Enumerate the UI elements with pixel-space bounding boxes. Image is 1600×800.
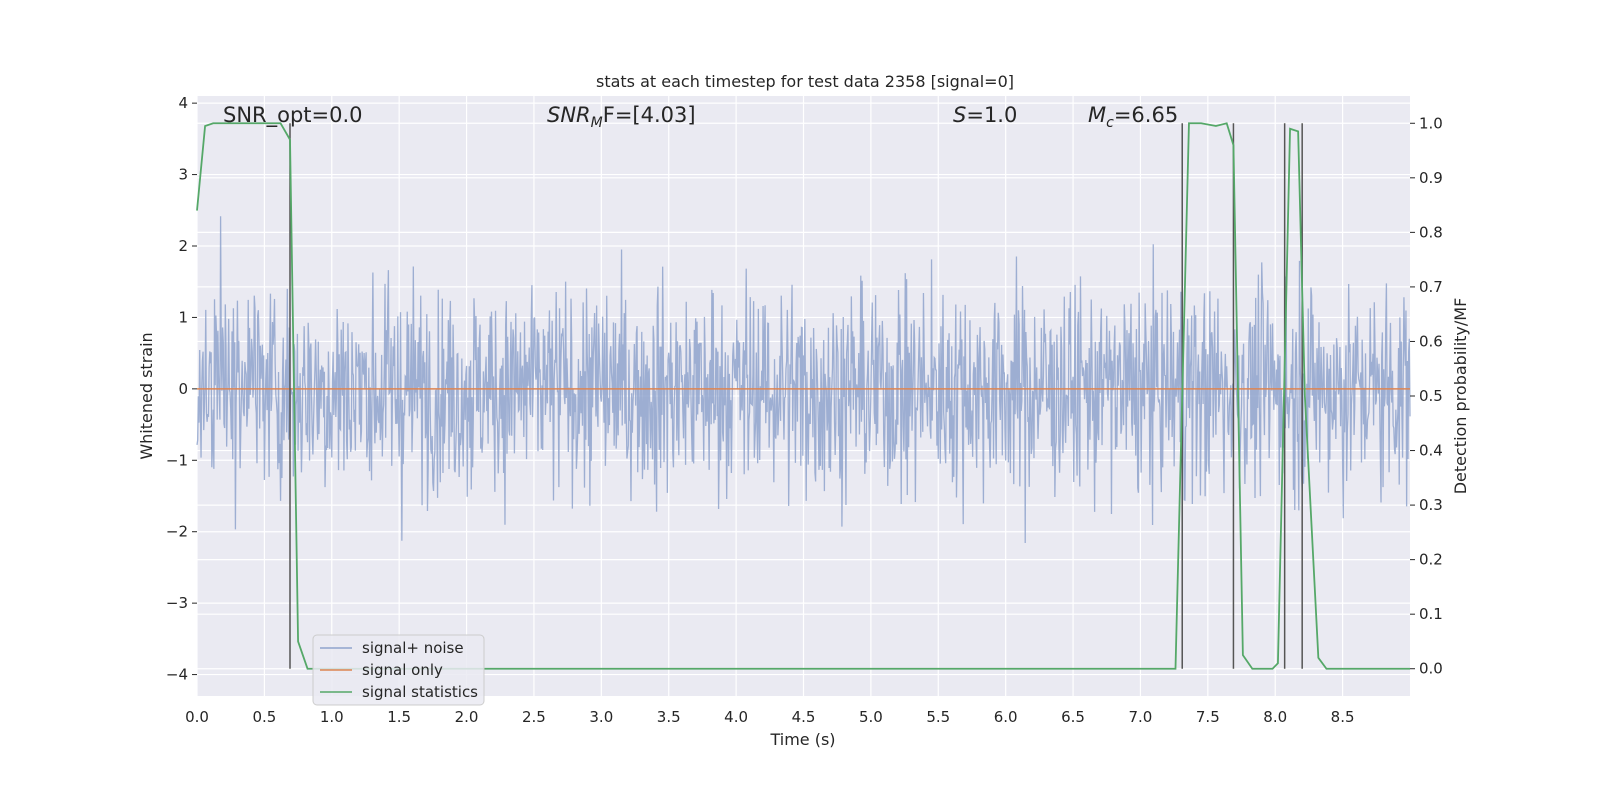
x-tick-label: 3.0	[589, 708, 613, 726]
x-axis-ticks: 0.0 0.5 1.0 1.5 2.0 2.5 3.0 3.5 4.0 4.5 5.0 5.5 6.0 6…	[185, 708, 1354, 726]
y-axis-right-label: Detection probability/MF	[1451, 298, 1470, 495]
y-tick-label: 1	[178, 308, 188, 326]
annotation-snr-opt: SNR_opt=0.0	[223, 103, 363, 128]
y-right-tick-label: 0.0	[1419, 660, 1443, 678]
annotation-snr-mf-symbol: SNR	[547, 103, 591, 127]
x-tick-label: 4.5	[792, 708, 816, 726]
y-tick-label: 2	[178, 237, 188, 255]
x-tick-label: 1.0	[320, 708, 344, 726]
y-axis-label: Whitened strain	[137, 332, 156, 459]
y-axis-right-ticks: 0.0 0.1 0.2 0.3 0.4 0.5 0.6 0.7 0.8 0.9 1.0	[1410, 114, 1443, 678]
x-axis-label: Time (s)	[769, 730, 835, 749]
y-tick-label: −2	[166, 523, 188, 541]
y-right-tick-label: 0.1	[1419, 605, 1443, 623]
x-tick-label: 0.0	[185, 708, 209, 726]
legend-box	[312, 634, 485, 706]
series-signal-statistics	[196, 122, 1410, 670]
y-tick-label: 4	[178, 94, 188, 112]
y-right-tick-label: 0.3	[1419, 496, 1443, 514]
legend-label-signal-only: signal only	[362, 661, 443, 679]
x-tick-label: 2.0	[455, 708, 479, 726]
line-signal-statistics	[196, 122, 1410, 670]
x-tick-label: 7.5	[1196, 708, 1220, 726]
annotation-mc-symbol: M	[1088, 103, 1106, 127]
x-tick-label: 8.5	[1331, 708, 1355, 726]
y-tick-label: −3	[166, 594, 188, 612]
y-right-tick-label: 0.9	[1419, 169, 1443, 187]
y-right-tick-label: 0.5	[1419, 387, 1443, 405]
x-tick-label: 5.0	[859, 708, 883, 726]
legend-label-signal-statistics: signal statistics	[362, 683, 478, 701]
y-right-tick-label: 0.4	[1419, 442, 1443, 460]
annotation-snr-mf-subscript: M	[591, 115, 603, 131]
x-tick-label: 7.0	[1129, 708, 1153, 726]
legend-label-signal-noise: signal+ noise	[362, 639, 464, 657]
y-right-tick-label: 0.7	[1419, 278, 1443, 296]
y-axis-ticks: −4 −3 −2 −1 0 1 2 3 4	[166, 94, 197, 684]
x-tick-label: 1.5	[387, 708, 411, 726]
annotation-s: S=1.0	[953, 103, 1017, 127]
x-tick-label: 3.5	[657, 708, 681, 726]
x-tick-label: 2.5	[522, 708, 546, 726]
annotation-mc: Mc=6.65	[1088, 103, 1178, 131]
line-signal-noise	[196, 216, 1411, 543]
annotation-snr-mf-value: F=[4.03]	[603, 103, 696, 127]
x-tick-label: 5.5	[926, 708, 950, 726]
x-tick-label: 6.5	[1061, 708, 1085, 726]
y-tick-label: −1	[166, 451, 188, 469]
y-tick-label: 0	[178, 380, 188, 398]
y-right-tick-label: 0.8	[1419, 223, 1443, 241]
legend: signal+ noise signal only signal statist…	[312, 634, 485, 706]
series-signal-noise	[196, 216, 1411, 543]
chart-title: stats at each timestep for test data 235…	[596, 72, 1014, 91]
x-tick-label: 6.0	[994, 708, 1018, 726]
annotation-mc-subscript: c	[1106, 115, 1114, 131]
x-tick-label: 4.0	[724, 708, 748, 726]
annotation-s-value: =1.0	[966, 103, 1017, 127]
y-right-tick-label: 0.6	[1419, 332, 1443, 350]
y-tick-label: 3	[178, 166, 188, 184]
annotation-snr-mf: SNRMF=[4.03]	[547, 103, 696, 131]
annotation-s-symbol: S	[953, 103, 966, 127]
annotation-mc-value: =6.65	[1114, 103, 1178, 127]
y-right-tick-label: 0.2	[1419, 551, 1443, 569]
y-right-tick-label: 1.0	[1419, 114, 1443, 132]
x-tick-label: 8.0	[1263, 708, 1287, 726]
y-tick-label: −4	[166, 666, 188, 684]
x-tick-label: 0.5	[252, 708, 276, 726]
